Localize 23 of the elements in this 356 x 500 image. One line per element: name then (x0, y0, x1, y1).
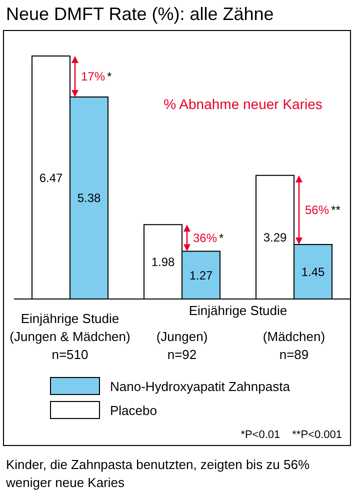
legend-label: Placebo (110, 402, 157, 418)
x-tick-label: (Mädchen) n=89 (262, 329, 326, 362)
data-label: 1.27 (189, 268, 213, 282)
text: **P<0.001 (292, 429, 342, 441)
annotation: ** (331, 202, 341, 217)
data-label: 6.47 (39, 170, 63, 185)
annotation: % Abnahme neuer Karies (164, 96, 322, 112)
x-tick-label: Einjährige Studie (Jungen & Mädchen) n=510 (10, 311, 130, 362)
x-tick-label: (Jungen) n=92 (156, 329, 208, 362)
legend-label: Nano-Hydroxyapatit Zahnpasta (110, 378, 290, 394)
data-label: 3.29 (263, 230, 287, 244)
chart-title: Neue DMFT Rate (%): alle Zähne (6, 4, 274, 25)
annotation: * (107, 69, 112, 84)
annotation: 36% (193, 230, 218, 245)
data-label: 1.98 (151, 255, 175, 270)
text: Kinder, die Zahnpasta benutzten, zeigten bis zu 56% weniger neue Karies (6, 456, 311, 492)
annotation: * (219, 230, 224, 245)
data-label: 1.45 (301, 265, 325, 280)
text: Einjährige Studie (188, 303, 288, 318)
text: *P<0.01 (240, 429, 280, 441)
annotation: 17% (81, 69, 106, 84)
annotation: 56% (305, 202, 330, 217)
data-label: 5.38 (77, 191, 101, 206)
